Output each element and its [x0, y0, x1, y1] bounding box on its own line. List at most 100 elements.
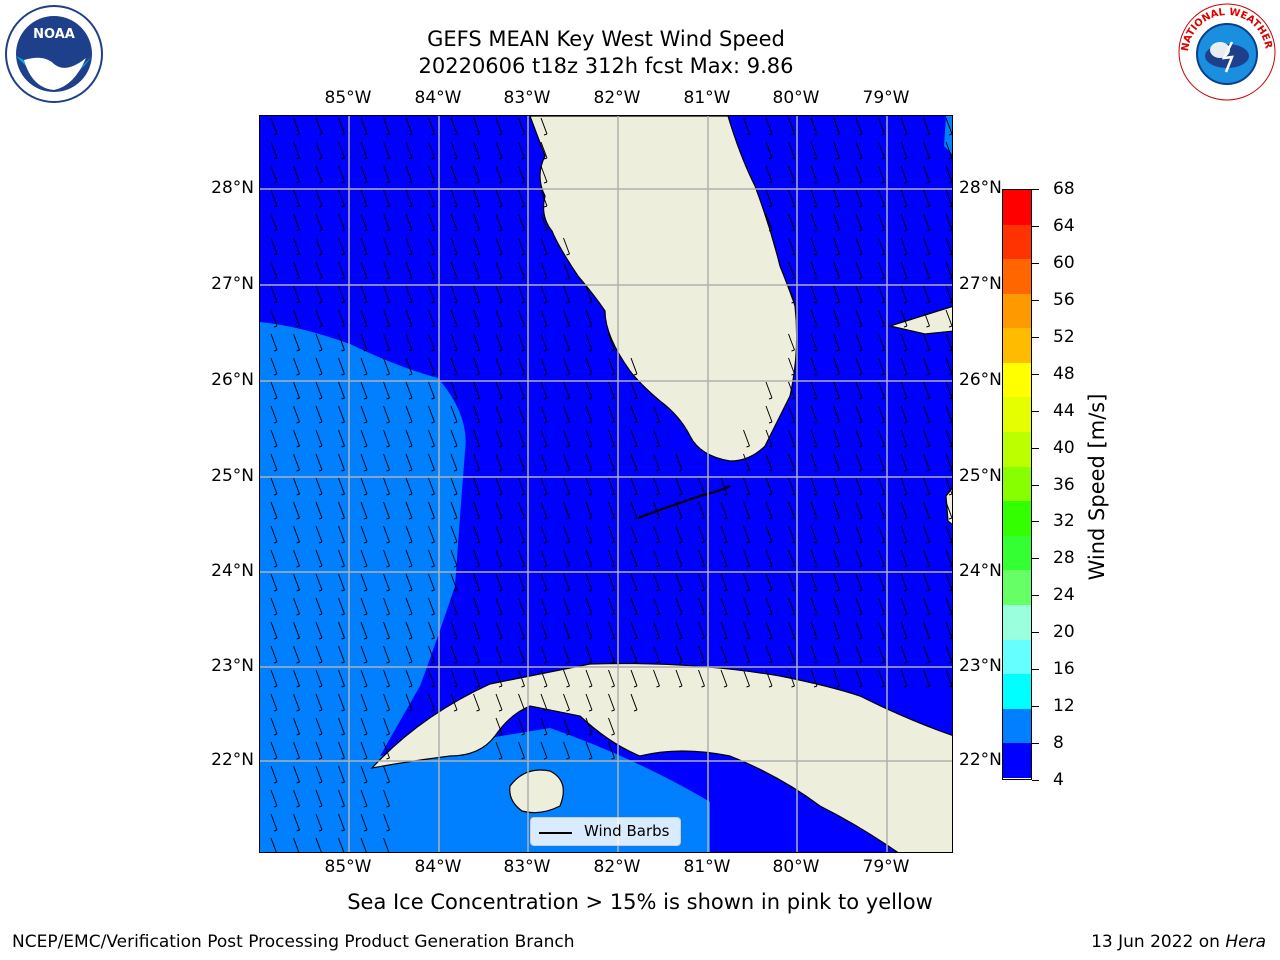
wind-barb	[855, 645, 863, 664]
wind-barb	[383, 237, 390, 256]
wind-barb	[293, 285, 300, 304]
wind-barb	[383, 789, 390, 808]
wind-barb	[383, 141, 390, 160]
wind-barb	[315, 117, 323, 136]
wind-barb	[450, 621, 458, 640]
colorbar-tick-label: 28	[1053, 548, 1075, 569]
wind-barb	[270, 141, 278, 160]
wind-barb	[473, 381, 480, 400]
wind-barb	[518, 309, 525, 328]
wind-barb	[833, 501, 840, 520]
wind-barb	[900, 477, 908, 496]
wind-barb	[675, 453, 683, 472]
wind-barb	[518, 717, 525, 736]
colorbar-segment	[1003, 535, 1031, 571]
wind-barb	[900, 381, 908, 400]
wind-barb	[518, 165, 525, 184]
lat-label-right: 28°N	[959, 178, 1002, 198]
wind-barb	[563, 501, 570, 520]
lon-label-top: 79°W	[862, 88, 910, 108]
wind-barb	[630, 477, 638, 496]
wind-barb	[810, 549, 818, 568]
wind-barb	[338, 525, 345, 544]
wind-barb	[428, 381, 435, 400]
wind-barb	[293, 765, 300, 784]
wind-barb	[518, 333, 525, 352]
colorbar-tick-mark	[1032, 447, 1039, 449]
wind-barb	[923, 165, 930, 184]
wind-barb	[383, 693, 390, 712]
florida-keys-coastline	[637, 485, 731, 520]
nws-logo-icon: NATIONAL WEATHER SERVICE	[1176, 2, 1276, 101]
wind-barb	[540, 309, 548, 328]
wind-barb	[810, 429, 818, 448]
wind-barb	[923, 597, 930, 616]
wind-barb	[518, 141, 525, 160]
wind-barb	[608, 669, 615, 688]
colorbar-tick-mark	[1032, 558, 1039, 560]
wind-barb	[518, 261, 525, 280]
wind-barb	[360, 693, 368, 712]
wind-barb	[540, 165, 548, 184]
colorbar-tick-label: 8	[1053, 733, 1064, 754]
wind-barb	[315, 213, 323, 232]
colorbar-tick-label: 56	[1053, 289, 1075, 310]
wind-barb	[473, 189, 480, 208]
lat-label-right: 24°N	[959, 561, 1002, 581]
wind-barb	[608, 645, 615, 664]
wind-barb	[563, 525, 570, 544]
wind-barb	[338, 453, 345, 472]
colorbar-tick-label: 44	[1053, 400, 1075, 421]
wind-barb	[293, 309, 300, 328]
lon-label-top: 83°W	[503, 88, 551, 108]
wind-barb	[788, 381, 795, 400]
wind-barb	[450, 405, 458, 424]
wind-barb	[315, 141, 323, 160]
wind-barb	[833, 453, 840, 472]
lat-label-right: 23°N	[959, 656, 1002, 676]
wind-barb	[585, 741, 593, 760]
wind-barb	[855, 597, 863, 616]
wind-barb	[833, 597, 840, 616]
wind-barb	[878, 453, 885, 472]
wind-barb	[563, 405, 570, 424]
wind-barb	[270, 309, 278, 328]
wind-barb	[608, 621, 615, 640]
wind-barb	[315, 597, 323, 616]
colorbar-segment	[1003, 328, 1031, 363]
colorbar-segment	[1003, 708, 1031, 744]
wind-barb	[878, 573, 885, 592]
colorbar-segment	[1003, 466, 1031, 502]
wind-barb	[540, 357, 548, 376]
wind-barb	[293, 381, 300, 400]
wind-barb	[653, 405, 660, 424]
colorbar-tick-mark	[1032, 706, 1039, 708]
wind-barb	[743, 645, 750, 664]
wind-barb	[788, 645, 795, 664]
wind-barb	[788, 141, 795, 160]
wind-barb	[450, 693, 458, 712]
wind-barb	[338, 189, 345, 208]
wind-barb	[810, 213, 818, 232]
wind-barb	[293, 789, 300, 808]
wind-barb	[338, 837, 345, 852]
wind-barb	[338, 165, 345, 184]
wind-barb	[450, 213, 458, 232]
wind-barb	[518, 213, 525, 232]
wind-barb	[540, 669, 548, 688]
wind-barb	[495, 165, 503, 184]
map-panel[interactable]	[259, 115, 953, 853]
wind-barb	[608, 477, 615, 496]
wind-barb	[945, 357, 952, 376]
wind-barb	[563, 621, 570, 640]
wind-barb	[405, 117, 413, 136]
wind-barb	[810, 117, 818, 136]
wind-barb	[585, 501, 593, 520]
wind-barb	[765, 669, 773, 688]
wind-barb	[315, 741, 323, 760]
wind-barb	[518, 645, 525, 664]
wind-barb	[495, 141, 503, 160]
wind-barb	[810, 357, 818, 376]
colorbar-segment	[1003, 432, 1031, 467]
colorbar-tick-mark	[1032, 189, 1039, 190]
